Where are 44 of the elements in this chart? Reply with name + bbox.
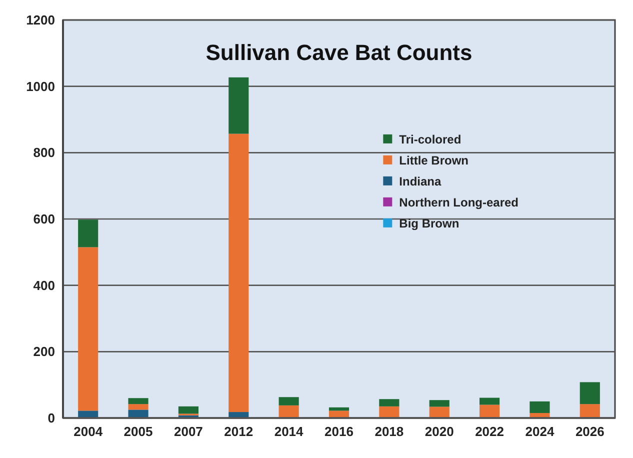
bar [379, 399, 400, 406]
x-tick-label: 2012 [224, 424, 254, 439]
y-tick-label: 600 [33, 212, 55, 227]
bar [328, 407, 350, 411]
text: Sullivan Cave Bat Counts [206, 40, 472, 65]
legend-label: Little Brown [399, 154, 468, 168]
legend-label: Northern Long-eared [399, 196, 519, 210]
legend-label: Big Brown [399, 216, 460, 231]
bar [178, 406, 198, 414]
bar [580, 404, 600, 418]
y-tick-label: 0 [48, 410, 55, 426]
bar [530, 401, 550, 414]
bar [379, 406, 400, 418]
y-tick-label: 1200 [26, 12, 55, 28]
x-tick-label: 2020 [424, 424, 454, 439]
bar [480, 404, 500, 418]
bar [429, 400, 450, 407]
bar [228, 77, 249, 134]
bar [580, 382, 600, 404]
bar [128, 398, 148, 404]
x-tick-label: 2016 [324, 424, 354, 439]
legend-label: Indiana [399, 174, 442, 189]
y-tick-label: 200 [33, 344, 55, 360]
legend-label: Tri-colored [399, 132, 462, 147]
x-tick-label: 2004 [74, 424, 104, 439]
bar [278, 397, 299, 406]
bar [78, 220, 98, 248]
bar [128, 404, 148, 410]
bar [480, 398, 500, 405]
y-tick-label: 1000 [26, 78, 55, 94]
bar [78, 247, 98, 411]
x-tick-label: 2007 [174, 424, 203, 439]
bar [128, 410, 148, 418]
x-tick-label: 2005 [124, 424, 153, 439]
x-tick-label: 2022 [475, 424, 504, 439]
bar [228, 134, 249, 412]
x-tick-label: 2014 [274, 424, 304, 439]
y-tick-label: 400 [33, 278, 55, 293]
x-tick-label: 2026 [575, 424, 604, 439]
bar [429, 406, 450, 418]
x-tick-label: 2024 [525, 424, 555, 439]
x-tick-label: 2018 [374, 424, 404, 439]
y-tick-label: 800 [33, 145, 55, 160]
bar [278, 405, 299, 418]
